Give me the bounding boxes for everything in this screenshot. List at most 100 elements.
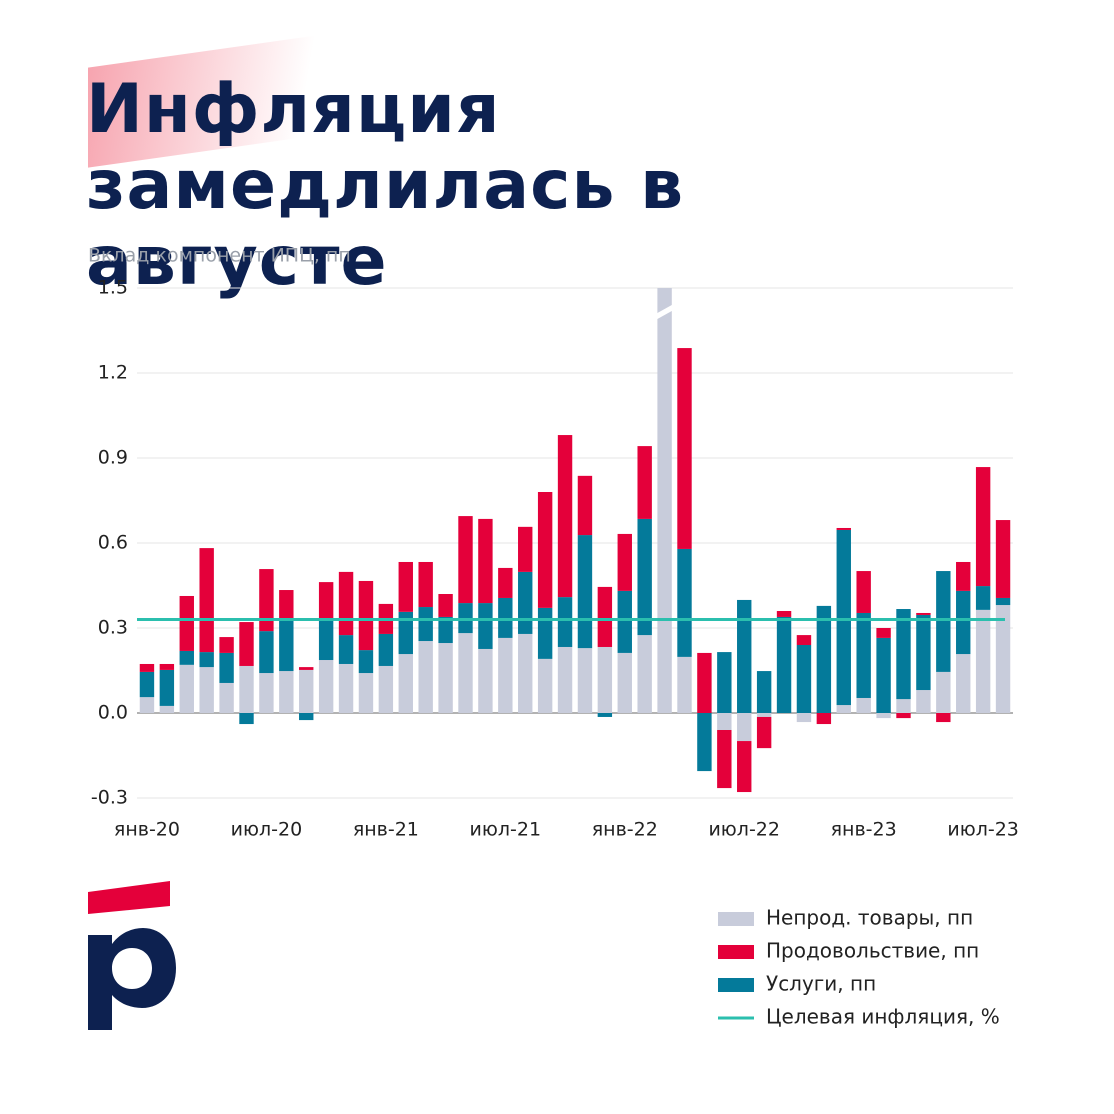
y-tick-label: 1.2 xyxy=(98,362,128,384)
bar-segment xyxy=(219,682,234,713)
bar-segment xyxy=(537,658,553,713)
bar-segment xyxy=(995,605,1011,713)
bar-segment xyxy=(279,620,294,672)
bar-segment xyxy=(936,713,951,723)
bar-segment xyxy=(498,597,513,638)
bar-segment xyxy=(418,607,433,642)
y-tick-label: 0.6 xyxy=(98,532,128,554)
bar-segment xyxy=(856,571,871,613)
bar-segment xyxy=(776,616,792,713)
bar-segment xyxy=(856,697,871,713)
bar-segment xyxy=(737,741,752,793)
bar-segment xyxy=(956,654,971,713)
bar-segment xyxy=(856,612,871,698)
bar-segment xyxy=(239,665,254,713)
bar-segment xyxy=(239,622,254,666)
bar-segment xyxy=(876,628,891,638)
x-tick-label: июл-23 xyxy=(947,819,1019,841)
bar-segment xyxy=(378,665,394,713)
bar-segment xyxy=(438,616,453,644)
y-tick-label: 0.9 xyxy=(98,447,128,469)
bar-segment xyxy=(677,548,692,657)
bar-segment xyxy=(199,548,214,653)
bar-segment xyxy=(279,590,294,621)
bar-segment xyxy=(398,654,413,713)
bar-segment xyxy=(478,603,493,649)
legend-label: Целевая инфляция, % xyxy=(766,1005,1000,1029)
bar-segment xyxy=(975,609,991,713)
bar-segment xyxy=(876,713,891,719)
legend-label: Услуги, пп xyxy=(766,972,876,996)
bar-segment xyxy=(657,288,672,713)
bar-segment xyxy=(717,730,732,789)
bar-segment xyxy=(259,569,274,632)
bar-segment xyxy=(378,633,394,666)
legend-swatch xyxy=(718,912,754,926)
bar-segment xyxy=(299,713,314,721)
bar-segment xyxy=(637,518,652,636)
bar-segment xyxy=(518,633,533,713)
x-tick-label: июл-21 xyxy=(470,819,542,841)
x-tick-label: янв-23 xyxy=(831,819,897,841)
bar-segment xyxy=(597,646,613,713)
bar-segment xyxy=(995,520,1011,598)
bar-segment xyxy=(956,590,971,655)
bar-segment xyxy=(159,705,175,713)
bar-segment xyxy=(537,492,553,608)
bar-segment xyxy=(577,535,593,649)
bar-segment xyxy=(498,637,513,713)
bar-segment xyxy=(139,671,155,698)
bar-segment xyxy=(677,656,692,713)
bar-segment xyxy=(756,716,772,749)
legend-label: Продовольствие, пп xyxy=(766,939,979,963)
bar-segment xyxy=(956,561,971,591)
bar-segment xyxy=(418,641,433,713)
bar-segment xyxy=(677,348,692,549)
legend-swatch xyxy=(718,978,754,992)
x-tick-label: янв-21 xyxy=(353,819,419,841)
grid xyxy=(137,287,1013,799)
bar-segment xyxy=(299,667,314,670)
bar-segment xyxy=(518,526,533,572)
bar-segment xyxy=(637,635,652,713)
bar-segment xyxy=(358,580,374,651)
bar-segment xyxy=(995,597,1011,606)
y-tick-label: 0.0 xyxy=(98,702,128,724)
bar-segment xyxy=(318,620,334,661)
x-tick-label: июл-22 xyxy=(708,819,780,841)
bar-segment xyxy=(896,699,911,713)
bar-segment xyxy=(796,645,812,713)
bar-segment xyxy=(199,667,214,713)
bar-segment xyxy=(219,652,234,683)
bar-segment xyxy=(159,669,175,706)
logo-bar xyxy=(88,881,170,914)
bar-segment xyxy=(557,435,573,598)
bar-segment xyxy=(438,643,453,713)
legend-label: Непрод. товары, пп xyxy=(766,906,973,930)
bar-segment xyxy=(159,663,175,670)
bar-segment xyxy=(338,571,354,636)
bar-segment xyxy=(478,518,493,604)
axis-break xyxy=(655,304,674,320)
bar-segment xyxy=(358,650,374,674)
bar-segment xyxy=(577,648,593,713)
legend-swatch xyxy=(718,945,754,959)
bar-segment xyxy=(318,582,334,621)
bar-segment xyxy=(737,713,752,742)
x-tick-label: июл-20 xyxy=(231,819,303,841)
bar-segment xyxy=(816,713,832,725)
bar-segment xyxy=(219,637,234,653)
logo xyxy=(88,881,176,1030)
bar-segment xyxy=(139,697,155,713)
bar-segment xyxy=(478,648,493,713)
bar-segment xyxy=(697,652,712,713)
bar-segment xyxy=(518,571,533,634)
bar-segment xyxy=(179,664,194,713)
overlay: -0.3 0.0 0.3 0.6 0.9 1.2 1.5 янв-20 июл-20 янв-21… xyxy=(91,277,1019,1029)
bar-segment xyxy=(418,561,433,608)
bar-segment xyxy=(796,713,812,723)
bar-segment xyxy=(975,467,991,587)
bars xyxy=(139,288,1011,793)
bar-segment xyxy=(557,597,573,647)
